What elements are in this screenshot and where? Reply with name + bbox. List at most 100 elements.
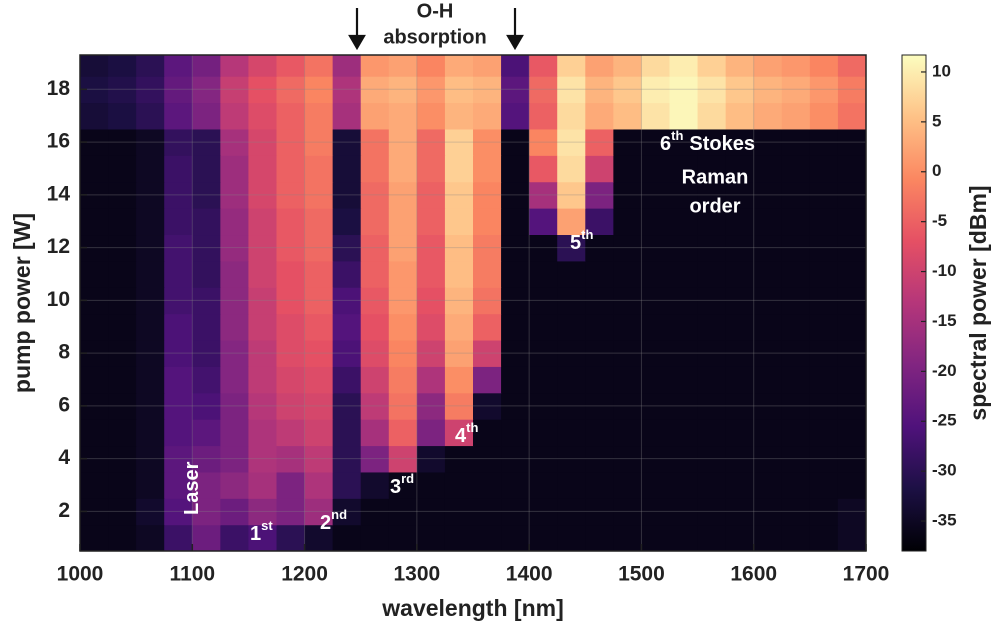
cell: [837, 155, 866, 183]
cell: [725, 181, 755, 209]
cell: [613, 339, 643, 367]
x-axis-label: wavelength [nm]: [381, 595, 563, 621]
colorbar-tick-label: -20: [932, 361, 957, 380]
cell: [837, 181, 866, 209]
cell: [164, 234, 193, 262]
cell: [697, 392, 727, 420]
cell: [248, 260, 278, 288]
cell: [164, 287, 193, 315]
cell: [444, 366, 474, 394]
cell: [613, 181, 643, 209]
cell: [220, 76, 250, 104]
cell: [501, 234, 530, 262]
cell: [809, 366, 839, 394]
cell: [416, 128, 446, 156]
cell: [641, 445, 671, 473]
cell: [501, 287, 530, 315]
heatmap: [80, 55, 866, 551]
cell: [388, 366, 418, 394]
cell: [248, 55, 278, 77]
cell: [781, 392, 811, 420]
cell: [360, 260, 390, 288]
cell: [304, 55, 334, 77]
cell: [416, 445, 446, 473]
cell: [248, 313, 278, 341]
cell: [809, 102, 839, 130]
cell: [641, 366, 671, 394]
cell: [697, 287, 727, 315]
cell: [837, 392, 866, 420]
cell: [473, 524, 502, 551]
cell: [248, 419, 278, 447]
cell: [276, 392, 306, 420]
cell: [444, 76, 474, 104]
cell: [388, 102, 418, 130]
cell: [108, 471, 137, 499]
cell: [837, 313, 866, 341]
cell: [697, 498, 727, 526]
annotation-text: 5: [570, 232, 581, 254]
cell: [557, 445, 586, 473]
cell: [192, 392, 221, 420]
cell: [164, 208, 193, 236]
y-tick-label: 12: [47, 235, 70, 258]
cell: [192, 419, 221, 447]
cell: [136, 234, 165, 262]
cell: [501, 260, 530, 288]
colorbar-label: spectral power [dBm]: [965, 185, 991, 420]
cell: [613, 498, 643, 526]
cell: [501, 339, 530, 367]
cell: [613, 155, 643, 183]
cell: [669, 339, 699, 367]
cell: [725, 76, 755, 104]
cell: [136, 76, 165, 104]
cell: [753, 445, 783, 473]
cell: [725, 339, 755, 367]
cell: [613, 260, 643, 288]
cell: [529, 102, 558, 130]
cell: [641, 498, 671, 526]
cell: [697, 181, 727, 209]
cell: [164, 524, 193, 551]
cell: [304, 471, 334, 499]
arrows: [348, 8, 524, 51]
cell: [669, 313, 699, 341]
cell: [753, 366, 783, 394]
colorbar: [901, 54, 927, 552]
cell: [641, 181, 671, 209]
cell: [837, 76, 866, 104]
cell: [304, 181, 334, 209]
cell: [444, 524, 474, 551]
cell: [360, 445, 390, 473]
cell: [276, 419, 306, 447]
cell: [473, 419, 502, 447]
cell: [529, 445, 558, 473]
cell: [108, 128, 137, 156]
cell: [585, 419, 614, 447]
cell: [473, 366, 502, 394]
cell: [557, 155, 586, 183]
annotation-text: 2: [320, 512, 331, 534]
cell: [781, 234, 811, 262]
cell: [416, 102, 446, 130]
annotation-text: 3: [390, 476, 401, 498]
cell: [136, 181, 165, 209]
cell: [304, 76, 334, 104]
cell: [164, 128, 193, 156]
cell: [388, 339, 418, 367]
cell: [501, 102, 530, 130]
cell: [725, 155, 755, 183]
cell: [697, 155, 727, 183]
y-axis-label: pump power [W]: [9, 213, 35, 393]
cell: [557, 234, 586, 262]
x-tick-label: 1200: [281, 563, 328, 586]
cell: [192, 128, 221, 156]
cell: [781, 339, 811, 367]
cell: [669, 498, 699, 526]
cell: [220, 392, 250, 420]
cell: [473, 181, 502, 209]
cell: [557, 339, 586, 367]
cell: [837, 208, 866, 236]
cell: [781, 524, 811, 551]
plot-frame: [79, 54, 867, 552]
